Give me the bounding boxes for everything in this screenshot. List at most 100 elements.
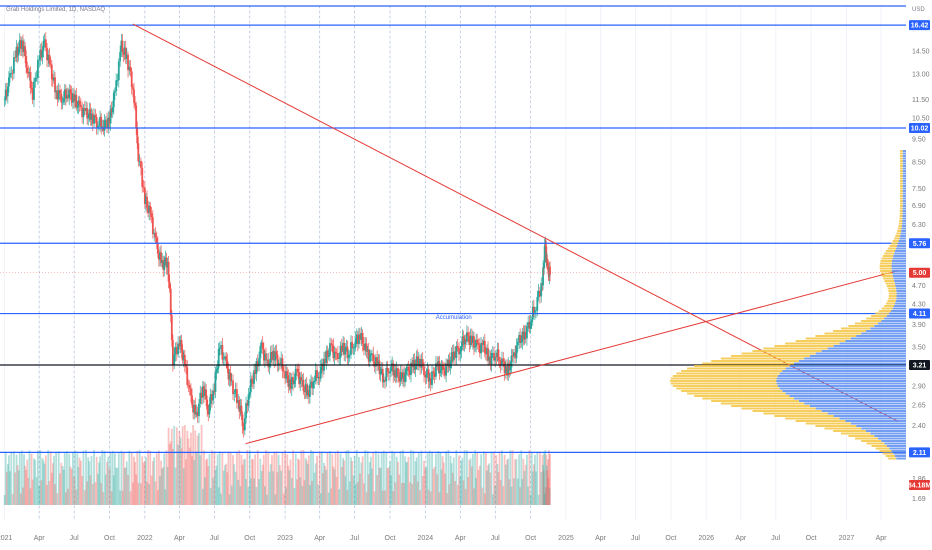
candle xyxy=(234,389,237,393)
candle xyxy=(88,109,91,118)
candle xyxy=(417,358,420,366)
profile-bar-blue xyxy=(902,185,906,187)
profile-bar-yellow xyxy=(824,332,862,335)
volume-bar xyxy=(411,483,414,505)
volume-bar xyxy=(243,458,246,505)
volume-bar xyxy=(474,450,476,505)
candle xyxy=(172,340,174,366)
candle xyxy=(544,243,547,247)
candle xyxy=(136,127,139,144)
volume-bar xyxy=(159,476,161,505)
volume-bar xyxy=(102,491,105,505)
time-tick-label: 2023 xyxy=(277,535,293,542)
candle xyxy=(183,354,186,366)
time-tick-label: Apr xyxy=(174,535,186,542)
profile-bar-blue xyxy=(881,440,906,442)
profile-bar-blue xyxy=(902,170,906,172)
candle xyxy=(335,353,338,354)
time-tick-label: 2027 xyxy=(839,535,855,542)
candle xyxy=(438,361,441,374)
candle xyxy=(508,363,511,371)
volume-bar xyxy=(16,465,19,505)
volume-bar xyxy=(340,467,343,505)
candle xyxy=(245,403,247,419)
level-price-label xyxy=(909,20,930,31)
profile-bar-yellow xyxy=(841,432,871,435)
candle xyxy=(145,196,147,204)
candle xyxy=(77,100,80,107)
candle xyxy=(261,342,264,349)
candle xyxy=(169,288,172,316)
candle xyxy=(496,349,499,358)
volume-bar xyxy=(266,494,268,505)
volume-bar xyxy=(196,435,199,505)
candle xyxy=(147,207,149,213)
volume-bar xyxy=(149,450,152,505)
volume-bar xyxy=(470,466,473,505)
profile-bar-blue xyxy=(893,452,906,455)
profile-bar-yellow xyxy=(899,175,903,177)
price-tick-label: 14.50 xyxy=(912,49,930,56)
volume-bar xyxy=(62,469,65,505)
volume-bar xyxy=(191,455,193,505)
profile-bar-yellow xyxy=(885,282,895,285)
volume-bar xyxy=(327,492,330,505)
volume-bar xyxy=(299,477,302,505)
volume-bar xyxy=(47,450,50,505)
candle xyxy=(60,93,63,103)
volume-bar xyxy=(293,488,296,505)
time-tick-label: Apr xyxy=(595,535,607,542)
volume-bar xyxy=(335,476,338,505)
volume-bar xyxy=(445,451,447,505)
volume-bar xyxy=(456,484,459,505)
candle xyxy=(402,372,404,379)
candle xyxy=(313,381,316,383)
candle xyxy=(149,205,152,214)
profile-bar-yellow xyxy=(897,230,902,232)
volume-bar xyxy=(415,457,418,505)
profile-bar-blue xyxy=(889,312,906,315)
profile-bar-blue xyxy=(798,400,906,402)
profile-bar-yellow xyxy=(785,342,840,345)
time-axis[interactable]: 2021 Apr Jul Oct 2022 Apr Jul Oct 2023 Apr Jul Oct 2… xyxy=(0,535,887,542)
accumulation-annotation: Accumulation xyxy=(436,315,472,321)
volume-bar xyxy=(537,494,540,505)
candle xyxy=(24,46,27,57)
candle xyxy=(158,253,160,260)
candle xyxy=(55,90,57,93)
candle xyxy=(385,367,388,382)
candle xyxy=(119,52,122,62)
profile-bar-blue xyxy=(895,287,906,290)
candle xyxy=(386,367,389,372)
profile-bar-blue xyxy=(902,210,906,212)
candle xyxy=(40,49,43,58)
volume-bar xyxy=(286,454,289,505)
candle xyxy=(242,426,245,431)
candle xyxy=(47,54,50,61)
candle xyxy=(408,370,411,376)
price-axis[interactable]: 14.50 13.00 11.50 10.50 9.50 8.50 7.50 6.90 6.30… xyxy=(912,49,930,504)
profile-bar-yellow xyxy=(670,380,777,382)
price-tick-label: 6.30 xyxy=(912,222,926,229)
volume-bar xyxy=(28,450,31,505)
volume-bar xyxy=(486,470,488,505)
volume-bar xyxy=(346,489,349,505)
profile-bar-blue xyxy=(902,175,906,177)
candle xyxy=(253,370,255,384)
candle xyxy=(160,252,162,264)
candle xyxy=(140,161,142,168)
candle xyxy=(493,353,495,361)
candle xyxy=(299,377,302,385)
candle xyxy=(472,336,474,344)
horizontal-levels[interactable] xyxy=(0,5,906,453)
candle xyxy=(41,50,44,58)
volume-bar xyxy=(330,488,333,505)
candle xyxy=(206,399,209,410)
candle xyxy=(392,363,395,376)
candle xyxy=(527,322,530,327)
candle xyxy=(132,87,134,90)
candle xyxy=(502,358,505,362)
volume-bar xyxy=(160,460,162,505)
candle xyxy=(537,290,540,298)
